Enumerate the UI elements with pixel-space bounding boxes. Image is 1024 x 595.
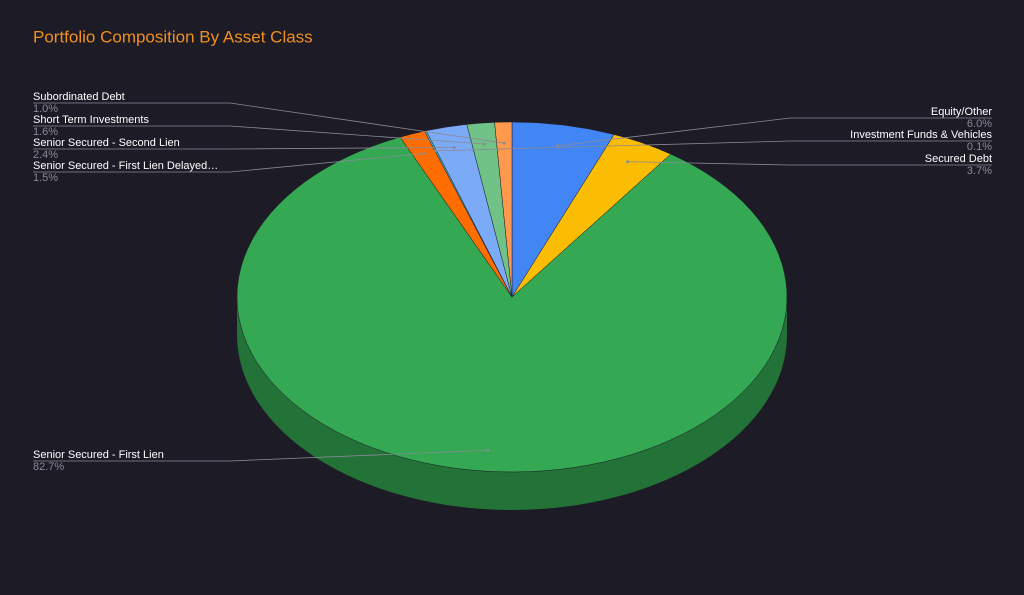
leader-line bbox=[33, 102, 505, 144]
label-value: 2.4% bbox=[33, 149, 58, 161]
leader-dot bbox=[434, 149, 438, 153]
leader-dot bbox=[422, 151, 426, 155]
leader-line bbox=[627, 161, 992, 166]
leader-dot bbox=[486, 448, 490, 452]
leader-line bbox=[557, 117, 992, 147]
label-value: 0.1% bbox=[967, 141, 992, 153]
leader-dot bbox=[452, 145, 456, 149]
label-name: Investment Funds & Vehicles bbox=[850, 129, 992, 141]
leader-dot bbox=[502, 141, 506, 145]
leader-dot bbox=[482, 142, 486, 146]
label-value: 1.0% bbox=[33, 103, 58, 115]
chart-title: Portfolio Composition By Asset Class bbox=[33, 27, 313, 46]
label-name: Senior Secured - Second Lien bbox=[33, 137, 180, 149]
label-name: Senior Secured - First Lien bbox=[33, 449, 164, 461]
leader-line bbox=[33, 449, 489, 462]
label-value: 3.7% bbox=[967, 165, 992, 177]
label-value: 1.6% bbox=[33, 126, 58, 138]
label-value: 6.0% bbox=[967, 118, 992, 130]
slice bbox=[236, 136, 788, 473]
leader-dot bbox=[626, 160, 630, 164]
leader-line bbox=[33, 147, 455, 150]
label-name: Senior Secured - First Lien Delayed… bbox=[33, 160, 218, 172]
leader-line bbox=[435, 140, 992, 152]
slice bbox=[494, 121, 513, 298]
label-name: Secured Debt bbox=[925, 153, 992, 165]
label-value: 1.5% bbox=[33, 172, 58, 184]
leader-line bbox=[33, 125, 485, 145]
leader-line bbox=[33, 153, 425, 173]
label-value: 82.7% bbox=[33, 461, 64, 473]
label-name: Short Term Investments bbox=[33, 114, 149, 126]
slice-side bbox=[237, 297, 787, 510]
leader-dot bbox=[556, 144, 560, 148]
label-name: Subordinated Debt bbox=[33, 91, 125, 103]
label-name: Equity/Other bbox=[931, 106, 992, 118]
